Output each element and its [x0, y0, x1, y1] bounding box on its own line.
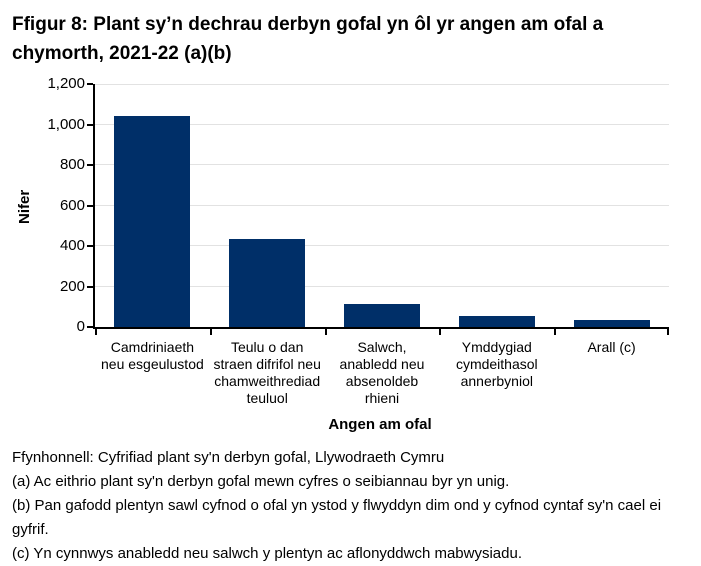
bar-4 [458, 315, 535, 327]
bar-3 [344, 303, 420, 327]
gridline-400 [95, 245, 669, 246]
gridline-800 [95, 164, 669, 165]
y-tick-label: 0 [76, 318, 85, 335]
x-category-label: Ymddygiad cymdeithasol annerbyniol [455, 339, 538, 389]
y-tick-1,000 [87, 123, 93, 126]
bar-2 [229, 238, 306, 327]
x-tick-0 [95, 329, 97, 335]
x-tick-3 [439, 329, 442, 335]
y-tick-400 [87, 245, 93, 247]
y-tick-label: 1,000 [47, 115, 85, 133]
chart-footnotes: Ffynhonnell: Cyfrifiad plant sy'n derbyn… [0, 440, 701, 566]
gridline-200 [95, 285, 669, 287]
y-tick-800 [87, 164, 93, 166]
x-tick-5 [667, 329, 669, 335]
bar-1 [114, 116, 191, 327]
x-category-label: Arall (c) [587, 339, 636, 355]
y-tick-label: 1,200 [47, 75, 85, 92]
footnote-a: (a) Ac eithrio plant sy'n derbyn gofal m… [12, 473, 510, 490]
x-category-label: Salwch, anabledd neu absenoldeb rhieni [339, 339, 425, 406]
chart-title: Ffigur 8: Plant sy’n dechrau derbyn gofa… [12, 14, 604, 64]
y-tick-600 [87, 204, 93, 207]
x-category-label: Teulu o dan straen difrifol neu chamweit… [213, 339, 321, 406]
y-tick-label: 800 [59, 156, 85, 173]
x-tick-2 [324, 329, 327, 335]
source-note: Ffynhonnell: Cyfrifiad plant sy'n derbyn… [12, 449, 445, 466]
x-category-label: Camdriniaeth neu esgeulustod [101, 339, 204, 372]
x-tick-1 [209, 329, 212, 335]
x-tick-4 [554, 329, 557, 335]
bar-chart: Nifer 0 200 400 600 800 1,000 1,200 Camdriniaet… [0, 68, 701, 440]
bar-5 [573, 319, 650, 327]
plot-area: 0 200 400 600 800 1,000 1,200 Camdriniaeth neu … [47, 75, 669, 406]
y-tick-1,200 [87, 83, 93, 85]
y-tick-label: 200 [59, 277, 85, 295]
gridline-600 [95, 204, 669, 206]
y-tick-0 [87, 326, 93, 328]
footnote-c: (c) Yn cynnwys anabledd neu salwch y ple… [12, 545, 522, 562]
y-tick-label: 400 [59, 237, 85, 254]
y-tick-200 [87, 285, 93, 288]
gridline-1,200 [95, 84, 669, 85]
gridline-1,000 [95, 123, 669, 125]
y-tick-label: 600 [59, 196, 85, 214]
x-axis-title: Angen am ofal [328, 416, 432, 433]
footnote-b: (b) Pan gafodd plentyn sawl cyfnod o ofa… [12, 497, 662, 538]
